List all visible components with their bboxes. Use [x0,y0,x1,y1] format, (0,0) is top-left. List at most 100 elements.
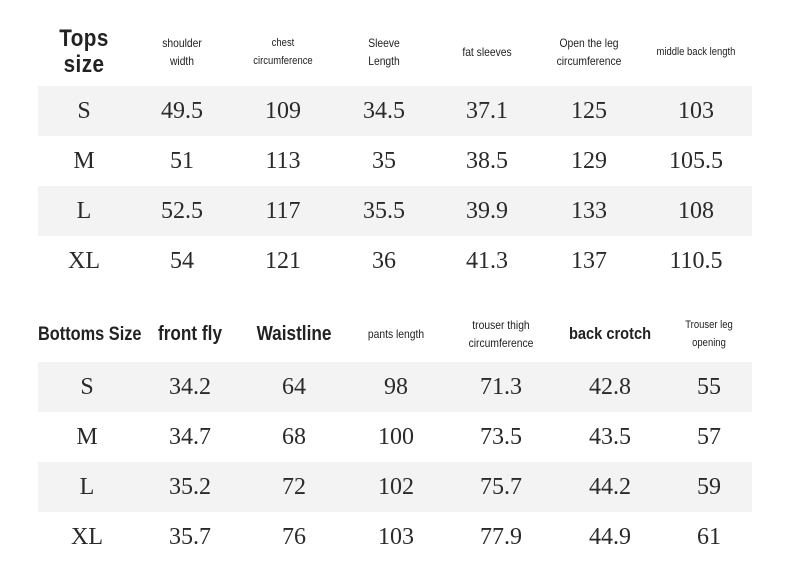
value-cell: 105.5 [669,147,723,174]
value-cell: 39.9 [466,197,508,224]
value-cell: 51 [170,147,194,174]
value-cell: 76 [282,523,306,550]
value-cell: 44.9 [589,523,631,550]
header-line: fat sleeves [462,45,512,59]
value-cell: 100 [378,423,414,450]
size-cell: S [77,97,91,124]
value-cell: 71.3 [480,373,522,400]
header-line: Trouser leg [685,319,733,331]
value-cell: 117 [265,197,301,224]
header-line: shoulder [162,36,202,50]
value-cell: 103 [378,523,414,550]
table-row: L 35.2 72 102 75.7 44.2 59 [38,462,752,512]
value-cell: 73.5 [480,423,522,450]
value-cell: 64 [282,373,306,400]
header-line: width [169,54,195,68]
value-cell: 113 [265,147,301,174]
value-cell: 35.2 [169,473,211,500]
header-line: circumference [556,54,622,68]
value-cell: 38.5 [466,147,508,174]
table-row: XL 35.7 76 103 77.9 44.9 61 [38,512,752,562]
value-cell: 34.5 [363,97,405,124]
header-trouser-leg-opening: Trouser leg opening [672,316,746,352]
value-cell: 36 [372,247,396,274]
value-cell: 108 [678,197,714,224]
header-shoulder-width: shoulder width [137,34,226,70]
header-line: Open the leg [559,36,619,50]
value-cell: 137 [571,247,607,274]
value-cell: 75.7 [480,473,522,500]
header-line: circumference [468,336,534,350]
header-fat-sleeves: fat sleeves [443,43,531,61]
size-cell: M [73,147,95,174]
tops-size-table: Tops size shoulder width chest circumfer… [38,18,752,286]
header-line: front fly [157,323,223,345]
header-line: Waistline [256,323,332,345]
value-cell: 49.5 [161,97,203,124]
value-cell: 68 [282,423,306,450]
value-cell: 59 [697,473,721,500]
table-row: M 51 113 35 38.5 129 105.5 [38,136,752,186]
header-pants-length: pants length [351,325,440,343]
value-cell: 35.7 [169,523,211,550]
table-row: L 52.5 117 35.5 39.9 133 108 [38,186,752,236]
value-cell: 57 [697,423,721,450]
tops-header-row: Tops size shoulder width chest circumfer… [38,18,752,86]
size-cell: S [80,373,94,400]
header-line: back crotch [568,324,652,343]
tops-title: Tops size [44,26,123,78]
value-cell: 61 [697,523,721,550]
value-cell: 34.2 [169,373,211,400]
header-line: trouser thigh [472,318,530,332]
header-sleeve-length: Sleeve Length [339,34,428,70]
header-line: Length [368,54,400,68]
bottoms-title: Bottoms Size [38,324,142,345]
value-cell: 77.9 [480,523,522,550]
value-cell: 35.5 [363,197,405,224]
header-line: circumference [253,55,313,67]
bottoms-size-table: Bottoms Size front fly Waistline pants l… [38,306,752,562]
value-cell: 41.3 [466,247,508,274]
bottoms-header-row: Bottoms Size front fly Waistline pants l… [38,306,752,362]
header-waistline: Waistline [251,322,337,346]
table-row: M 34.7 68 100 73.5 43.5 57 [38,412,752,462]
table-row: S 34.2 64 98 71.3 42.8 55 [38,362,752,412]
value-cell: 72 [282,473,306,500]
value-cell: 109 [265,97,301,124]
header-line: Sleeve [368,36,400,50]
value-cell: 52.5 [161,197,203,224]
value-cell: 55 [697,373,721,400]
header-line: pants length [367,327,425,341]
header-open-leg-circumference: Open the leg circumference [545,34,633,70]
size-cell: L [79,473,95,500]
value-cell: 103 [678,97,714,124]
header-chest-circumference: chest circumference [241,34,325,70]
value-cell: 42.8 [589,373,631,400]
header-middle-back-length: middle back length [648,43,744,61]
value-cell: 102 [378,473,414,500]
value-cell: 34.7 [169,423,211,450]
size-cell: L [76,197,92,224]
table-row: XL 54 121 36 41.3 137 110.5 [38,236,752,286]
tops-title-line2: size [63,51,105,78]
header-line: chest [271,37,295,49]
value-cell: 35 [372,147,396,174]
header-back-crotch: back crotch [562,325,658,343]
header-trouser-thigh-circumference: trouser thigh circumference [455,316,546,352]
header-line: opening [692,337,726,349]
value-cell: 133 [571,197,607,224]
value-cell: 125 [571,97,607,124]
value-cell: 110.5 [669,247,723,274]
size-cell: XL [68,247,100,274]
table-row: S 49.5 109 34.5 37.1 125 103 [38,86,752,136]
value-cell: 54 [170,247,194,274]
size-cell: M [76,423,98,450]
value-cell: 37.1 [466,97,508,124]
value-cell: 129 [571,147,607,174]
value-cell: 98 [384,373,408,400]
size-cell: XL [71,523,103,550]
value-cell: 121 [265,247,301,274]
value-cell: 43.5 [589,423,631,450]
header-line: middle back length [656,46,736,58]
header-front-fly: front fly [144,322,237,346]
